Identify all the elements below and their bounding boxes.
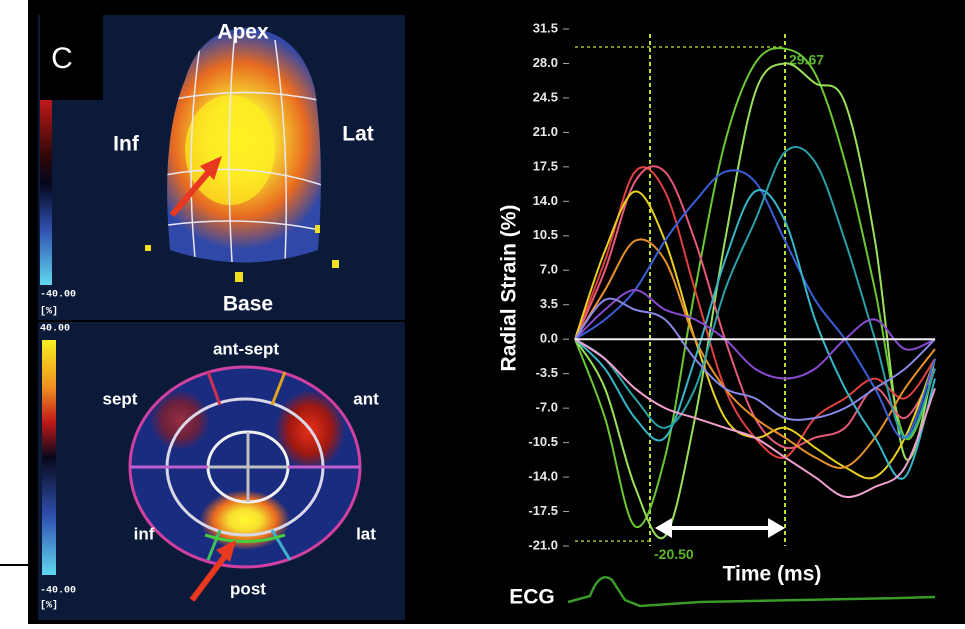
inf-label: inf [134, 524, 155, 543]
color-bar [40, 100, 52, 285]
y-tick-label: 14.0 [533, 193, 558, 208]
scale-max: 40.00 [40, 324, 70, 335]
panel-label: C [51, 42, 73, 75]
lat-label: Lat [342, 123, 374, 146]
y-tick-label: -7.0 [536, 400, 558, 415]
y-tick-label: -10.5 [528, 434, 558, 449]
y-tick-label: 24.5 [533, 89, 558, 104]
y-tick-label: 21.0 [533, 124, 558, 139]
base-label: Base [223, 293, 273, 316]
ant-sept-label: ant-sept [213, 339, 279, 358]
y-tick-label: -14.0 [528, 469, 558, 484]
apex-label: Apex [217, 21, 269, 44]
y-tick-label: 17.5 [533, 158, 558, 173]
y-tick-label: -21.0 [528, 537, 558, 552]
y-tick-label: 0.0 [540, 331, 558, 346]
y-tick-label: 7.0 [540, 262, 558, 277]
scale-min: -40.00 [40, 290, 76, 301]
inf-label: Inf [113, 133, 140, 156]
scale-unit: [%] [40, 600, 58, 612]
y-tick-label: 31.5 [533, 20, 558, 35]
marker-label: -20.50 [654, 546, 694, 562]
x-axis-title: Time (ms) [723, 563, 822, 586]
y-tick-label: -17.5 [528, 503, 558, 518]
y-tick-label: 28.0 [533, 55, 558, 70]
sept-label: sept [103, 389, 138, 408]
ant-label: ant [353, 389, 379, 408]
scale-unit: [%] [40, 306, 58, 318]
y-tick-label: 3.5 [540, 296, 558, 311]
y-tick-label: 10.5 [533, 227, 558, 242]
ecg-label: ECG [509, 586, 555, 609]
scale-min: -40.00 [40, 586, 76, 597]
color-bar [42, 340, 56, 575]
y-tick-label: -3.5 [536, 365, 558, 380]
figure: C Apex Inf Lat Base -40.00 [%] ant-sept … [0, 0, 965, 624]
y-axis-title: Radial Strain (%) [498, 205, 521, 372]
lat-label: lat [356, 524, 376, 543]
post-label: post [230, 579, 266, 598]
